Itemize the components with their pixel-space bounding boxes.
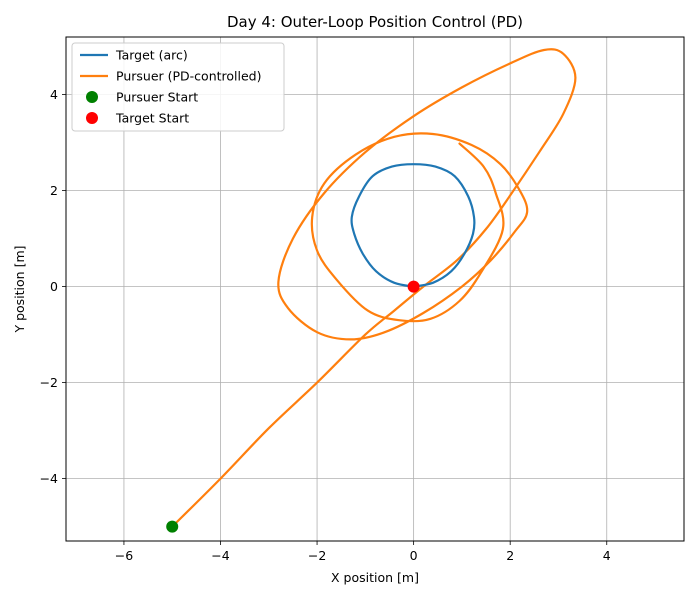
legend-label: Target Start	[115, 111, 189, 126]
series-line-pursuer	[171, 48, 577, 528]
legend-swatch-marker	[86, 91, 98, 103]
chart-title: Day 4: Outer-Loop Position Control (PD)	[227, 13, 523, 31]
x-axis-label: X position [m]	[331, 570, 419, 585]
series-line-target	[350, 163, 476, 288]
y-tick-label: −2	[40, 375, 58, 390]
x-tick-label: 2	[506, 548, 514, 563]
legend-label: Pursuer (PD-controlled)	[116, 69, 261, 84]
plot-series	[166, 48, 577, 533]
legend-swatch-marker	[86, 112, 98, 124]
plot-frame	[65, 36, 685, 542]
y-axis-label: Y position [m]	[12, 245, 27, 333]
x-tick-label: 4	[603, 548, 611, 563]
y-tick-label: 2	[50, 183, 58, 198]
x-tick-label: 0	[410, 548, 418, 563]
axis-ticks: −6 −4 −2 0 2 4 −4 −2 0 2 4	[40, 87, 611, 563]
x-tick-label: −6	[115, 548, 133, 563]
legend-box	[71, 42, 285, 132]
y-tick-label: −4	[40, 471, 58, 486]
y-tick-label: 4	[50, 87, 58, 102]
marker-target-start	[407, 280, 420, 293]
marker-pursuer-start	[166, 520, 179, 533]
x-tick-label: −4	[211, 548, 229, 563]
y-tick-label: 0	[50, 279, 58, 294]
legend-label: Pursuer Start	[116, 90, 198, 105]
legend-label: Target (arc)	[115, 48, 188, 63]
legend: Target (arc) Pursuer (PD-controlled) Pursu…	[71, 42, 285, 132]
x-tick-label: −2	[308, 548, 326, 563]
